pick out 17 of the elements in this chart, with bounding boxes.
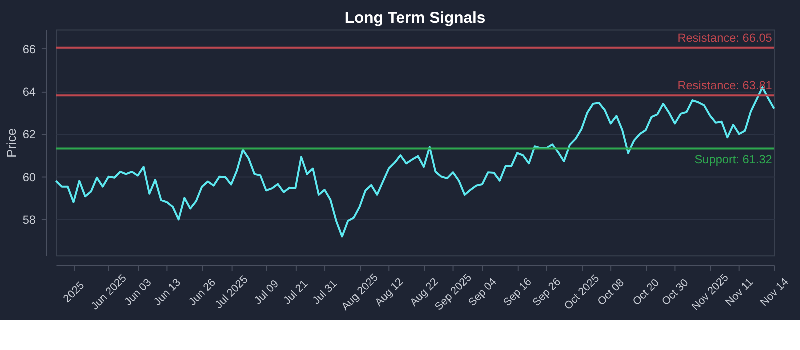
y-tick-label: 60: [22, 170, 36, 184]
y-tick-label: 64: [22, 85, 36, 100]
y-tick-label: 62: [22, 128, 36, 142]
ref-line-label: Support: 61.32: [694, 152, 772, 166]
y-axis-title: Price: [4, 128, 19, 158]
y-tick-label: 58: [22, 212, 36, 227]
x-tick-label: Oct 30: [660, 277, 692, 308]
x-tick-label: Nov 14: [758, 276, 792, 310]
chart-title: Long Term Signals: [344, 10, 486, 27]
x-tick-label: Jul 09: [252, 278, 282, 308]
y-tick-label: 66: [22, 42, 36, 56]
x-tick-label: Jun 13: [152, 276, 184, 308]
x-tick-label: Oct 20: [630, 277, 662, 308]
ref-line-label: Resistance: 66.05: [678, 30, 773, 45]
ref-line-label: Resistance: 63.81: [678, 78, 772, 93]
x-tick-label: Jul 31: [310, 278, 340, 308]
x-tick-label: Jul 21: [282, 278, 311, 308]
